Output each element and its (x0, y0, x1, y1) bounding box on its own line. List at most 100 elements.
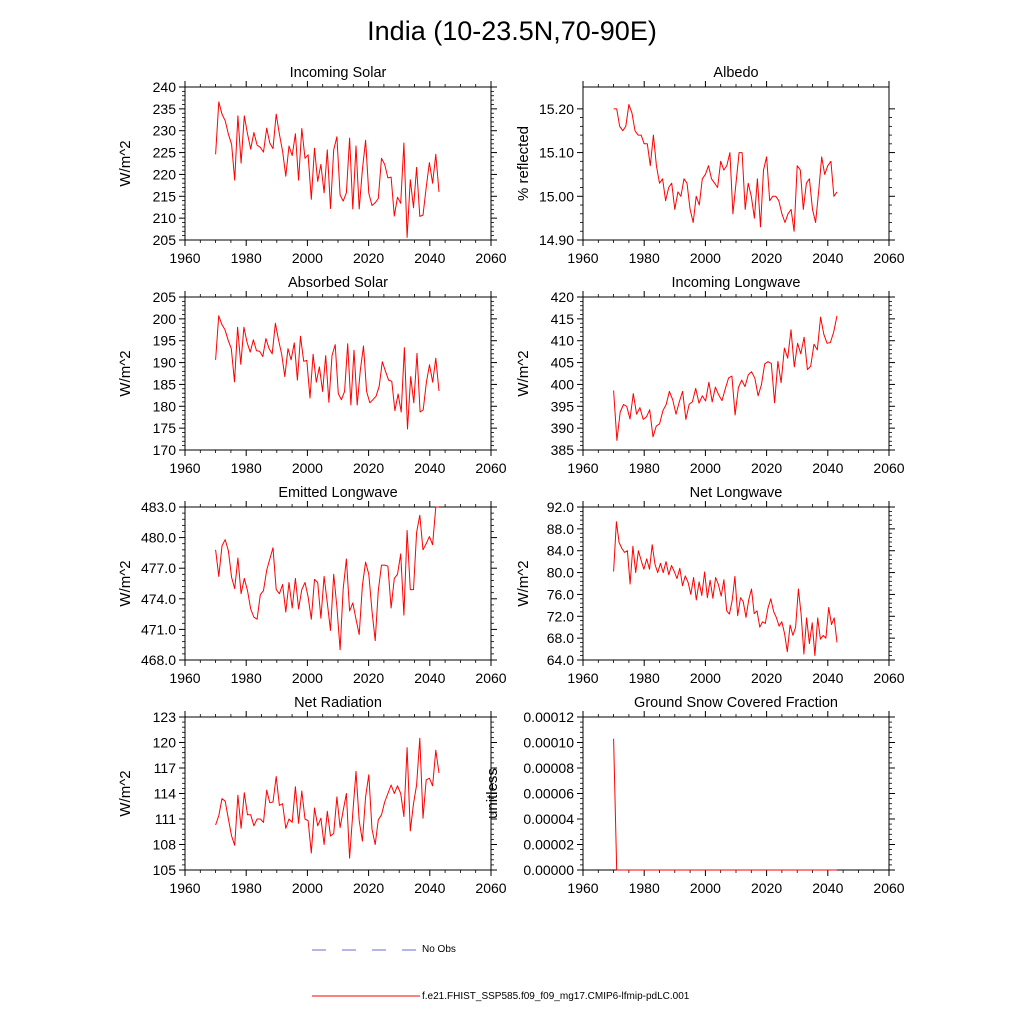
panel-albedo: Albedo 14.90 15.00 15.10 15.20 1960 1980 2000 20… (515, 65, 905, 266)
y-tick-label: 215 (153, 188, 177, 204)
y-tick-label: 0.00010 (523, 735, 574, 751)
data-series-line (215, 315, 440, 430)
y-tick-label: 474.0 (141, 591, 176, 607)
y-tick-label: 410 (551, 333, 575, 349)
x-tick-label: 2020 (751, 880, 782, 896)
y-tick-label: 120 (153, 735, 177, 751)
y-tick-label: 105 (153, 862, 177, 878)
x-tick-label: 2040 (812, 880, 843, 896)
y-tick-label: 483.0 (141, 499, 176, 515)
panel-title: Emitted Longwave (278, 485, 397, 501)
x-tick-label: 2020 (751, 250, 782, 266)
y-tick-label: 190 (153, 355, 177, 371)
x-tick-label: 2040 (414, 880, 445, 896)
panel-title: Incoming Longwave (672, 275, 801, 291)
x-tick-label: 2020 (353, 880, 384, 896)
y-tick-label: 205 (153, 289, 177, 305)
panel-title: Net Radiation (294, 695, 382, 711)
plot-frame (184, 296, 492, 451)
y-tick-label: 395 (551, 398, 575, 414)
y-tick-label: 170 (153, 442, 177, 458)
x-tick-label: 1960 (567, 460, 598, 476)
y-tick-label: 15.00 (539, 188, 574, 204)
y-tick-label: 235 (153, 101, 177, 117)
y-tick-label: 415 (551, 311, 575, 327)
y-tick-label: 480.0 (141, 530, 176, 546)
x-tick-label: 2040 (812, 460, 843, 476)
data-series-line (215, 101, 440, 238)
data-series-line (613, 104, 838, 232)
y-tick-label: 195 (153, 333, 177, 349)
plot-frame (582, 716, 890, 871)
x-tick-label: 1960 (567, 250, 598, 266)
data-series-line (613, 315, 838, 441)
y-tick-label: 84.0 (547, 543, 574, 559)
x-tick-label: 2000 (690, 460, 721, 476)
y-tick-label: 420 (551, 289, 575, 305)
y-tick-label: 72.0 (547, 608, 574, 624)
plot-frame (582, 506, 890, 661)
y-tick-label: 390 (551, 420, 575, 436)
y-axis-label: W/m^2 (117, 560, 134, 606)
panel-incoming-solar: Incoming Solar 205 210 215 220 225 230 235 240 19… (117, 65, 507, 266)
x-tick-label: 1960 (169, 670, 200, 686)
x-tick-label: 2060 (475, 250, 506, 266)
x-tick-label: 2060 (475, 880, 506, 896)
x-tick-label: 1960 (169, 880, 200, 896)
y-tick-label: 92.0 (547, 499, 574, 515)
y-tick-label: 0.00004 (523, 811, 574, 827)
x-tick-label: 2000 (690, 250, 721, 266)
y-tick-label: 471.0 (141, 621, 176, 637)
x-tick-label: 2060 (873, 250, 904, 266)
x-tick-label: 1980 (231, 670, 262, 686)
x-tick-label: 2000 (292, 670, 323, 686)
y-tick-label: 15.20 (539, 101, 574, 117)
y-tick-label: 123 (153, 709, 177, 725)
y-tick-label: 230 (153, 123, 177, 139)
x-tick-label: 2020 (751, 670, 782, 686)
y-tick-label: 385 (551, 442, 575, 458)
y-tick-label: 477.0 (141, 560, 176, 576)
y-tick-label: 80.0 (547, 565, 574, 581)
y-tick-label: 225 (153, 145, 177, 161)
panel-title: Albedo (713, 65, 758, 81)
x-tick-label: 2060 (873, 460, 904, 476)
y-tick-label: 220 (153, 166, 177, 182)
x-tick-label: 2040 (414, 670, 445, 686)
x-tick-label: 2060 (873, 670, 904, 686)
y-tick-label: 64.0 (547, 652, 574, 668)
panel-absorbed-solar: Absorbed Solar 170 175 180 185 190 195 200 205 19… (117, 275, 507, 476)
x-tick-label: 2060 (475, 670, 506, 686)
y-tick-label: 0.00006 (523, 786, 574, 802)
x-tick-label: 2000 (292, 250, 323, 266)
panel-title: Net Longwave (690, 485, 783, 501)
x-tick-label: 2020 (353, 250, 384, 266)
data-series-line (613, 521, 838, 657)
y-tick-label: 0.00000 (523, 862, 574, 878)
y-tick-label: 400 (551, 376, 575, 392)
y-tick-label: 14.90 (539, 232, 574, 248)
plot-frame (582, 86, 890, 241)
x-tick-label: 2000 (292, 460, 323, 476)
x-tick-label: 2060 (873, 880, 904, 896)
y-tick-label: 108 (153, 837, 177, 853)
legend-model-label: f.e21.FHIST_SSP585.f09_f09_mg17.CMIP6-lf… (422, 991, 690, 1002)
x-tick-label: 1980 (629, 460, 660, 476)
x-tick-label: 1980 (231, 460, 262, 476)
y-tick-label: 68.0 (547, 630, 574, 646)
x-tick-label: 2040 (812, 670, 843, 686)
panel-title: Incoming Solar (290, 65, 387, 81)
x-tick-label: 1980 (231, 880, 262, 896)
data-series-line (215, 506, 439, 651)
y-axis-label: W/m^2 (117, 350, 134, 396)
x-tick-label: 1960 (567, 880, 598, 896)
panel-net-longwave: Net Longwave 64.0 68.0 72.0 76.0 80.0 84.0 88.0… (515, 485, 905, 686)
y-tick-label: 76.0 (547, 586, 574, 602)
y-axis-label: W/m^2 (117, 140, 134, 186)
y-tick-label: 0.00002 (523, 837, 574, 853)
x-tick-label: 2040 (414, 460, 445, 476)
panel-net-radiation: Net Radiation 105 108 111 114 117 120 123 1960 19… (117, 695, 507, 896)
y-tick-label: 185 (153, 376, 177, 392)
y-axis-label: % reflected (515, 126, 532, 201)
x-tick-label: 2040 (812, 250, 843, 266)
